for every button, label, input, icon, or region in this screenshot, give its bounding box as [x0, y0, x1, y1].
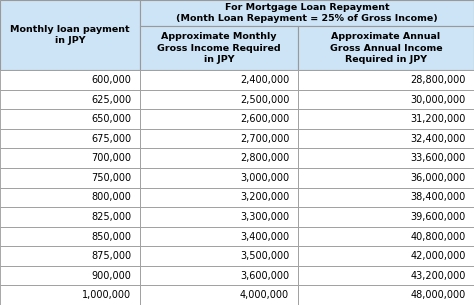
Text: 43,200,000: 43,200,000	[410, 271, 465, 281]
Bar	[298, 109, 474, 129]
Text: 800,000: 800,000	[91, 192, 131, 202]
Text: 4,000,000: 4,000,000	[240, 290, 289, 300]
Text: 675,000: 675,000	[91, 134, 131, 144]
Bar	[0, 149, 140, 168]
Text: 39,600,000: 39,600,000	[410, 212, 465, 222]
Text: 3,200,000: 3,200,000	[240, 192, 289, 202]
Text: 875,000: 875,000	[91, 251, 131, 261]
Text: 38,400,000: 38,400,000	[410, 192, 465, 202]
Text: 3,300,000: 3,300,000	[240, 212, 289, 222]
Bar	[298, 227, 474, 246]
Bar	[0, 90, 140, 109]
Bar	[0, 0, 140, 70]
Text: 825,000: 825,000	[91, 212, 131, 222]
Bar	[140, 246, 298, 266]
Bar	[0, 266, 140, 285]
Text: 3,600,000: 3,600,000	[240, 271, 289, 281]
Bar	[298, 70, 474, 90]
Text: 600,000: 600,000	[91, 75, 131, 85]
Bar	[140, 90, 298, 109]
Text: 650,000: 650,000	[91, 114, 131, 124]
Text: 750,000: 750,000	[91, 173, 131, 183]
Bar	[140, 266, 298, 285]
Bar	[298, 207, 474, 227]
Text: 31,200,000: 31,200,000	[410, 114, 465, 124]
Text: 2,700,000: 2,700,000	[240, 134, 289, 144]
Bar	[0, 285, 140, 305]
Bar	[298, 90, 474, 109]
Bar	[140, 285, 298, 305]
Bar	[140, 109, 298, 129]
Bar	[140, 168, 298, 188]
Bar	[140, 207, 298, 227]
Text: Approximate Annual
Gross Annual Income
Required in JPY: Approximate Annual Gross Annual Income R…	[329, 32, 442, 64]
Text: 2,600,000: 2,600,000	[240, 114, 289, 124]
Text: Approximate Monthly
Gross Income Required
in JPY: Approximate Monthly Gross Income Require…	[157, 32, 281, 64]
Bar	[298, 26, 474, 70]
Text: 48,000,000: 48,000,000	[410, 290, 465, 300]
Bar	[0, 246, 140, 266]
Bar	[140, 0, 474, 26]
Text: 28,800,000: 28,800,000	[410, 75, 465, 85]
Text: 3,000,000: 3,000,000	[240, 173, 289, 183]
Text: 30,000,000: 30,000,000	[410, 95, 465, 105]
Bar	[140, 188, 298, 207]
Text: 2,800,000: 2,800,000	[240, 153, 289, 163]
Text: 900,000: 900,000	[91, 271, 131, 281]
Text: 2,500,000: 2,500,000	[240, 95, 289, 105]
Bar	[298, 149, 474, 168]
Text: 33,600,000: 33,600,000	[410, 153, 465, 163]
Bar	[140, 26, 298, 70]
Bar	[298, 285, 474, 305]
Bar	[298, 188, 474, 207]
Bar	[298, 246, 474, 266]
Bar	[140, 129, 298, 149]
Text: 40,800,000: 40,800,000	[410, 231, 465, 242]
Text: 3,500,000: 3,500,000	[240, 251, 289, 261]
Bar	[0, 188, 140, 207]
Bar	[0, 168, 140, 188]
Text: 850,000: 850,000	[91, 231, 131, 242]
Bar	[298, 266, 474, 285]
Text: 700,000: 700,000	[91, 153, 131, 163]
Text: Monthly loan payment
in JPY: Monthly loan payment in JPY	[10, 25, 130, 45]
Text: 1,000,000: 1,000,000	[82, 290, 131, 300]
Bar	[298, 168, 474, 188]
Text: 42,000,000: 42,000,000	[410, 251, 465, 261]
Text: 2,400,000: 2,400,000	[240, 75, 289, 85]
Text: 625,000: 625,000	[91, 95, 131, 105]
Bar	[140, 70, 298, 90]
Text: For Mortgage Loan Repayment
(Month Loan Repayment = 25% of Gross Income): For Mortgage Loan Repayment (Month Loan …	[176, 3, 438, 23]
Bar	[0, 129, 140, 149]
Text: 32,400,000: 32,400,000	[410, 134, 465, 144]
Bar	[140, 149, 298, 168]
Bar	[0, 109, 140, 129]
Bar	[298, 129, 474, 149]
Text: 3,400,000: 3,400,000	[240, 231, 289, 242]
Bar	[0, 207, 140, 227]
Text: 36,000,000: 36,000,000	[410, 173, 465, 183]
Bar	[0, 70, 140, 90]
Bar	[140, 227, 298, 246]
Bar	[0, 227, 140, 246]
